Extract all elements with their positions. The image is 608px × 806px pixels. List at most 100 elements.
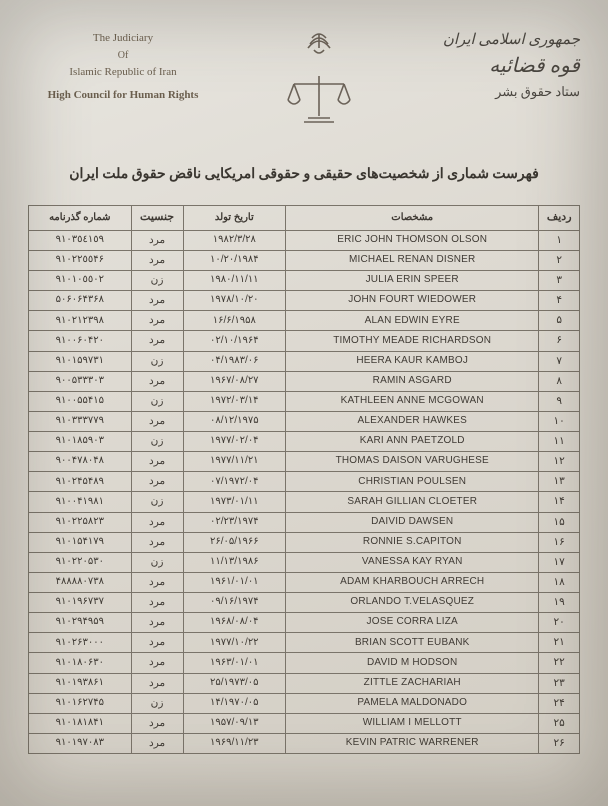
cell-dob: ١٩۶٣/٠١/٠١ [183,653,286,673]
cell-dob: ١٩٨٢/٣/٢٨ [183,230,286,250]
table-row: ١۶RONNIE S.CAPITON١٩۶۶/٠۵/٢۶مرد٩١٠١۵۴١٧٩ [29,532,580,552]
cell-row-number: ١٨ [539,572,580,592]
cell-passport: ٩١٠١٨۵٩٠٣ [29,432,132,452]
table-row: ١ERIC JOHN THOMSON OLSON١٩٨٢/٣/٢٨مرد٩١٠٣… [29,230,580,250]
cell-dob: ١٩٧۴/٠٢/٢٣ [183,512,286,532]
cell-dob: ١٩٧٣/٠١/١١ [183,492,286,512]
cell-gender: مرد [131,291,183,311]
cell-gender: مرد [131,633,183,653]
cell-name: KARI ANN PAETZOLD [286,432,539,452]
cell-row-number: ٢۴ [539,693,580,713]
cell-row-number: ٢۶ [539,733,580,753]
cell-row-number: ٧ [539,351,580,371]
header-line: High Council for Human Rights [28,87,218,105]
cell-passport: ٩١٠١٩٧٠٨٣ [29,733,132,753]
table-row: ٧HEERA KAUR KAMBOJ١٩٨٣/٠۶/٠۴زن٩١٠١۵٩٧٣١ [29,351,580,371]
cell-passport: ٩١٠٢٢٥٥۴۶ [29,250,132,270]
table-row: ١٨ADAM KHARBOUCH ARRECH١٩۶١/٠١/٠١مرد۴٨٨٨… [29,572,580,592]
cell-row-number: ٢٢ [539,653,580,673]
header-line: The Judiciary [28,30,218,48]
cell-row-number: ٨ [539,371,580,391]
iran-emblem-icon [290,30,348,74]
cell-name: CHRISTIAN POULSEN [286,472,539,492]
cell-gender: مرد [131,411,183,431]
table-row: ١٢THOMAS DAISON VARUGHESE١٩٧٧/١١/٢١مرد٩٠… [29,452,580,472]
scales-icon [284,74,354,126]
document-page: The Judiciary Of Islamic Republic of Ira… [0,0,608,806]
cell-row-number: ۶ [539,331,580,351]
cell-name: ERIC JOHN THOMSON OLSON [286,230,539,250]
col-header-name: مشخصات [286,206,539,231]
cell-gender: مرد [131,230,183,250]
table-row: ٣JULIA ERIN SPEER١٩٨٠/١١/١١زن٩١٠١٠٥٥٠٢ [29,271,580,291]
cell-passport: ٩٠٠۵٣٣٣٠٣ [29,371,132,391]
cell-name: WILLIAM I MELLOTT [286,713,539,733]
cell-gender: زن [131,492,183,512]
cell-name: KEVIN PATRIC WARRENER [286,733,539,753]
cell-row-number: ١٩ [539,593,580,613]
cell-gender: مرد [131,331,183,351]
cell-passport: ٩١٠٢٢۵٨٢٣ [29,512,132,532]
cell-gender: مرد [131,472,183,492]
cell-row-number: ١٠ [539,411,580,431]
cell-dob: ١٩٧٢/٠۴/٠٧ [183,472,286,492]
cell-name: JULIA ERIN SPEER [286,271,539,291]
cell-passport: ٩١٠٠۶٠۴٢٠ [29,331,132,351]
cell-gender: مرد [131,593,183,613]
persons-table: ردیف مشخصات تاریخ تولد جنسیت شماره گذرنا… [28,205,580,754]
cell-dob: ١٩٧٢/٠٣/١۴ [183,391,286,411]
cell-row-number: ٢٣ [539,673,580,693]
header-left-english: The Judiciary Of Islamic Republic of Ira… [28,30,218,105]
cell-dob: ١٩۶٧/٠٨/٢٧ [183,371,286,391]
cell-gender: مرد [131,653,183,673]
cell-row-number: ۵ [539,311,580,331]
cell-name: HEERA KAUR KAMBOJ [286,351,539,371]
cell-passport: ٩١٠٢۶٣٠٠٠ [29,633,132,653]
table-row: ١٩ORLANDO T.VELASQUEZ١٩٧۴/٠٩/١۶مرد٩١٠١٩۶… [29,593,580,613]
header-line: ستاد حقوق بشر [420,84,580,100]
cell-row-number: ١۵ [539,512,580,532]
cell-dob: ١٩۶٨/٠٨/٠۴ [183,613,286,633]
cell-row-number: ٢٠ [539,613,580,633]
cell-row-number: ١ [539,230,580,250]
cell-name: PAMELA MALDONADO [286,693,539,713]
cell-row-number: ٢۵ [539,713,580,733]
cell-passport: ٩٠٠۴٧٨٠۴٨ [29,452,132,472]
table-row: ١۴SARAH GILLIAN CLOETER١٩٧٣/٠١/١١زن٩١٠٠۴… [29,492,580,512]
cell-passport: ٩١٠٢۴۵۴٨٩ [29,472,132,492]
cell-passport: ٩١٠١٩٣٨۶١ [29,673,132,693]
cell-name: ALEXANDER HAWKES [286,411,539,431]
cell-dob: ١٩٨٠/١١/١١ [183,271,286,291]
cell-passport: ٩١٠١۵۴١٧٩ [29,532,132,552]
cell-passport: ٩١٠٠۵۵۴١۵ [29,391,132,411]
table-row: ٢٠JOSE CORRA LIZA١٩۶٨/٠٨/٠۴مرد٩١٠٢٩۴٩۵٩ [29,613,580,633]
cell-dob: ١٩۵٨/۶/١۶ [183,311,286,331]
cell-passport: ٩١٠١٨٠۶٣٠ [29,653,132,673]
cell-row-number: ١٢ [539,452,580,472]
table-row: ١٧VANESSA KAY RYAN١٩٨۶/١١/١٣زن٩١٠٢٢٠۵٣٠ [29,552,580,572]
table-row: ١١KARI ANN PAETZOLD١٩٧٧/٠٢/٠۴زن٩١٠١٨۵٩٠٣ [29,432,580,452]
col-header-row: ردیف [539,206,580,231]
cell-passport: ۴٨٨٨٨٠٧٣٨ [29,572,132,592]
cell-row-number: ١۶ [539,532,580,552]
cell-name: ORLANDO T.VELASQUEZ [286,593,539,613]
cell-row-number: ١٣ [539,472,580,492]
table-row: ٢١BRIAN SCOTT EUBANK١٩٧٧/١٠/٢٢مرد٩١٠٢۶٣٠… [29,633,580,653]
header-emblem [259,30,379,126]
table-row: ۶TIMOTHY MEADE RICHARDSON١٩۶۴/٠٢/١٠مرد٩١… [29,331,580,351]
table-row: ٢MICHAEL RENAN DISNER١٩٨۴/١٠/٢٠مرد٩١٠٢٢٥… [29,250,580,270]
table-row: ٢٢DAVID M HODSON١٩۶٣/٠١/٠١مرد٩١٠١٨٠۶٣٠ [29,653,580,673]
cell-dob: ١٩۵٧/٠٩/١٣ [183,713,286,733]
cell-passport: ۵٠۶٠۶۴٣۶٨ [29,291,132,311]
table-header-row: ردیف مشخصات تاریخ تولد جنسیت شماره گذرنا… [29,206,580,231]
cell-row-number: ٣ [539,271,580,291]
cell-gender: مرد [131,613,183,633]
cell-dob: ١٩٨۶/١١/١٣ [183,552,286,572]
cell-dob: ١٩۶١/٠١/٠١ [183,572,286,592]
table-row: ١۵DAIVID DAWSEN١٩٧۴/٠٢/٢٣مرد٩١٠٢٢۵٨٢٣ [29,512,580,532]
table-row: ٢٣ZITTLE ZACHARIAH١٩٧٣/٠۵/٢۵مرد٩١٠١٩٣٨۶١ [29,673,580,693]
header-right-persian: جمهوری اسلامی ایران قوه قضائیه ستاد حقوق… [420,30,580,100]
cell-gender: مرد [131,733,183,753]
cell-row-number: ١١ [539,432,580,452]
cell-name: BRIAN SCOTT EUBANK [286,633,539,653]
